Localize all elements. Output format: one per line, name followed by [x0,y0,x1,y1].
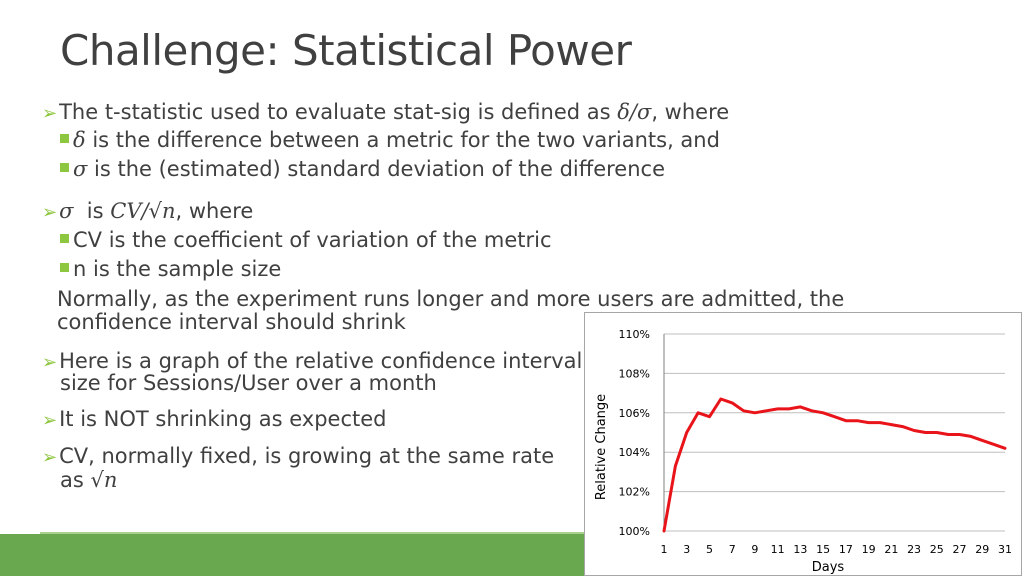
chart-x-tick-label: 9 [751,543,758,556]
chart-x-tick-label: 5 [706,543,713,556]
chart-x-tick-label: 3 [683,543,690,556]
bullet-text: CV, normally fixed, is growing at the sa… [59,444,555,468]
chart-x-tick-label: 15 [816,543,830,556]
subbullet-text: is the difference between a metric for t… [85,128,720,152]
chart-x-tick-label: 23 [907,543,921,556]
square-bullet-icon [60,263,69,272]
chart-x-tick-label: 31 [998,543,1012,556]
bullet-cv-growing: ➢CV, normally fixed, is growing at the s… [42,444,554,470]
note-line-2: confidence interval should shrink [57,310,406,334]
subbullet-text: is the (estimated) standard deviation of… [87,157,665,181]
subbullet-text: CV is the coefficient of variation of th… [73,228,552,252]
chart-x-tick-label: 11 [771,543,785,556]
chart-x-tick-label: 29 [975,543,989,556]
chart-y-tick-label: 110% [619,328,650,341]
chart-y-tick-label: 100% [619,525,650,538]
chart-x-ticks: 1 3 5 7 9 11 13 15 17 19 21 23 25 27 29 31 [661,543,1013,556]
chart-x-tick-label: 21 [884,543,898,556]
bullet-text: , where [651,100,730,124]
subbullet-cv: CV is the coefficient of variation of th… [60,228,552,252]
chart-series-line [662,397,1007,533]
math-sqrt-n: √n [90,468,118,492]
chart-y-tick-label: 104% [619,446,650,459]
chart-y-axis-label: Relative Change [594,394,609,500]
chart-x-tick-label: 19 [862,543,876,556]
chart-x-axis-label: Days [812,560,845,575]
subbullet-sigma: σ is the (estimated) standard deviation … [60,157,665,181]
chart-x-tick-label: 17 [839,543,853,556]
subbullet-delta: δ is the difference between a metric for… [60,128,720,152]
square-bullet-icon [60,163,69,172]
chart-grid [663,333,1005,532]
chart-x-tick-label: 7 [729,543,736,556]
square-bullet-icon [60,134,69,143]
chart-y-tick-label: 102% [619,486,650,499]
math-sigma: σ [59,199,74,223]
subbullet-n: n is the sample size [60,257,281,281]
chart-x-tick-label: 1 [661,543,668,556]
bullet-text: , where [175,199,254,223]
bullet-text: is [73,199,111,223]
math-delta: δ [73,128,86,152]
chart-y-tick-label: 108% [619,367,650,380]
bullet-graph-description: ➢Here is a graph of the relative confide… [42,349,582,375]
arrow-bullet-icon: ➢ [42,410,58,431]
chart-x-tick-label: 13 [793,543,807,556]
chart-svg: 100%102%104%106%108%110% 1 3 5 7 9 11 13 15 17 19… [594,328,1013,575]
bullet-cv-growing-line2: as √n [60,468,117,492]
math-delta-over-sigma: δ/σ [617,100,652,124]
bullet-text: It is NOT shrinking as expected [59,407,387,431]
subbullet-text: n is the sample size [73,257,282,281]
math-sigma: σ [73,157,88,181]
arrow-bullet-icon: ➢ [42,447,58,468]
arrow-bullet-icon: ➢ [42,202,58,223]
footer-accent-line [40,532,585,535]
chart-x-tick-label: 27 [953,543,967,556]
math-cv-over-sqrt-n: CV/√n [110,199,176,223]
bullet-t-statistic: ➢The t-statistic used to evaluate stat-s… [42,100,729,126]
bullet-text: The t-statistic used to evaluate stat-si… [59,100,618,124]
confidence-interval-chart: 100% 102% 104% 106% 108% 110% 1 3 5 7 9 11 13 15 17 19… [584,312,1022,576]
chart-y-ticks: 100% 102% 104% 106% 108% 110% [619,328,650,538]
arrow-bullet-icon: ➢ [42,352,58,373]
bullet-text: Here is a graph of the relative confiden… [59,349,583,373]
bullet-text: as [60,468,91,492]
note-line-1: Normally, as the experiment runs longer … [57,287,845,311]
footer-bar [0,534,585,576]
chart-x-tick-label: 25 [930,543,944,556]
bullet-not-shrinking: ➢It is NOT shrinking as expected [42,407,386,433]
chart-y-tick-label: 106% [619,407,650,420]
arrow-bullet-icon: ➢ [42,103,58,124]
bullet-graph-description-line2: size for Sessions/User over a month [60,371,437,395]
square-bullet-icon [60,234,69,243]
slide-title: Challenge: Statistical Power [60,26,632,75]
bullet-sigma-is-cv: ➢σ is CV/√n, where [42,199,253,225]
